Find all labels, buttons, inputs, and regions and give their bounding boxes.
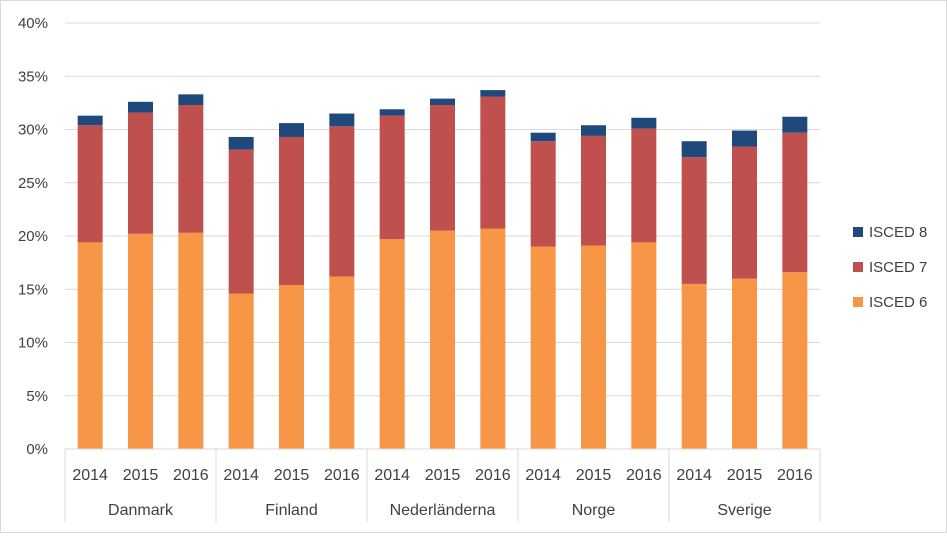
bar-segment-isced-7 [228,149,254,294]
bar-segment-isced-8 [782,116,808,133]
x-tick-label: 2015 [274,467,310,484]
bar-segment-isced-7 [77,125,103,243]
legend: ISCED 8 ISCED 7 ISCED 6 [853,224,927,311]
x-tick-label: 2014 [525,467,561,484]
legend-label: ISCED 7 [869,259,927,276]
bar-segment-isced-6 [178,232,204,449]
x-tick-label: 2016 [626,467,662,484]
y-tick-label: 15% [18,281,48,298]
x-tick-label: 2016 [173,467,209,484]
bar-segment-isced-7 [178,105,204,233]
bar-segment-isced-6 [782,272,808,449]
bar-segment-isced-6 [228,293,254,449]
y-tick-label: 25% [18,175,48,192]
bar-segment-isced-8 [178,94,204,106]
bar-segment-isced-6 [480,228,506,449]
y-tick-label: 0% [26,441,48,458]
x-tick-label: 2015 [425,467,461,484]
bar-segment-isced-8 [128,101,153,113]
bar-segment-isced-8 [581,125,606,136]
bar-segment-isced-8 [228,136,254,150]
bar-segment-isced-7 [782,132,808,273]
bar-segment-isced-7 [631,128,657,243]
group-label: Danmark [108,502,174,519]
x-tick-label: 2014 [223,467,259,484]
group-label: Norge [572,502,616,519]
y-tick-label: 5% [26,388,48,405]
y-tick-label: 30% [18,122,48,139]
y-tick-label: 10% [18,335,48,352]
x-tick-label: 2015 [576,467,612,484]
x-tick-label: 2016 [475,467,511,484]
bar-segment-isced-8 [732,130,757,147]
bar-segment-isced-8 [329,113,355,127]
legend-swatch [853,227,863,237]
y-tick-label: 40% [18,15,48,32]
legend-label: ISCED 6 [869,294,927,311]
group-label: Sverige [717,502,771,519]
x-tick-label: 2014 [374,467,410,484]
bar-segment-isced-6 [329,276,355,449]
x-tick-label: 2014 [676,467,712,484]
bars [77,90,808,449]
bar-segment-isced-7 [329,126,355,277]
legend-swatch [853,262,863,272]
bar-segment-isced-6 [128,233,153,449]
bar-segment-isced-6 [530,246,556,449]
x-tick-label: 2015 [727,467,763,484]
bar-segment-isced-7 [732,146,757,279]
bar-segment-isced-6 [279,284,304,449]
bar-segment-isced-7 [128,112,153,234]
bar-segment-isced-7 [681,157,707,284]
bar-segment-isced-8 [430,98,455,106]
legend-label: ISCED 8 [869,224,927,241]
bar-segment-isced-6 [631,242,657,449]
bar-segment-isced-7 [379,115,405,240]
bar-segment-isced-6 [681,283,707,449]
bar-segment-isced-7 [279,136,304,285]
bar-segment-isced-7 [530,141,556,247]
x-axis: 2014 2015 2016 Danmark 2014 2015 2016 Finland 20… [64,448,821,522]
x-tick-label: 2015 [123,467,159,484]
bar-segment-isced-8 [480,90,506,97]
bar-segment-isced-8 [77,115,103,126]
x-tick-label: 2016 [777,467,813,484]
bar-segment-isced-7 [480,96,506,229]
y-axis: 0% 5% 10% 15% 20% 25% 30% 35% 40% [18,15,48,458]
bar-segment-isced-8 [379,109,405,116]
bar-segment-isced-6 [379,239,405,449]
bar-segment-isced-8 [279,123,304,137]
group-label: Finland [265,502,317,519]
x-tick-label: 2014 [72,467,108,484]
bar-segment-isced-6 [77,242,103,449]
y-tick-label: 35% [18,68,48,85]
bar-segment-isced-8 [681,141,707,158]
bar-segment-isced-6 [732,278,757,449]
bar-segment-isced-8 [530,132,556,142]
x-tick-label: 2016 [324,467,360,484]
bar-segment-isced-7 [430,105,455,231]
bar-segment-isced-6 [430,230,455,449]
bar-segment-isced-7 [581,135,606,246]
bar-segment-isced-6 [581,245,606,449]
group-label: Nederländerna [390,502,496,519]
y-tick-label: 20% [18,228,48,245]
bar-segment-isced-8 [631,117,657,129]
legend-swatch [853,297,863,307]
